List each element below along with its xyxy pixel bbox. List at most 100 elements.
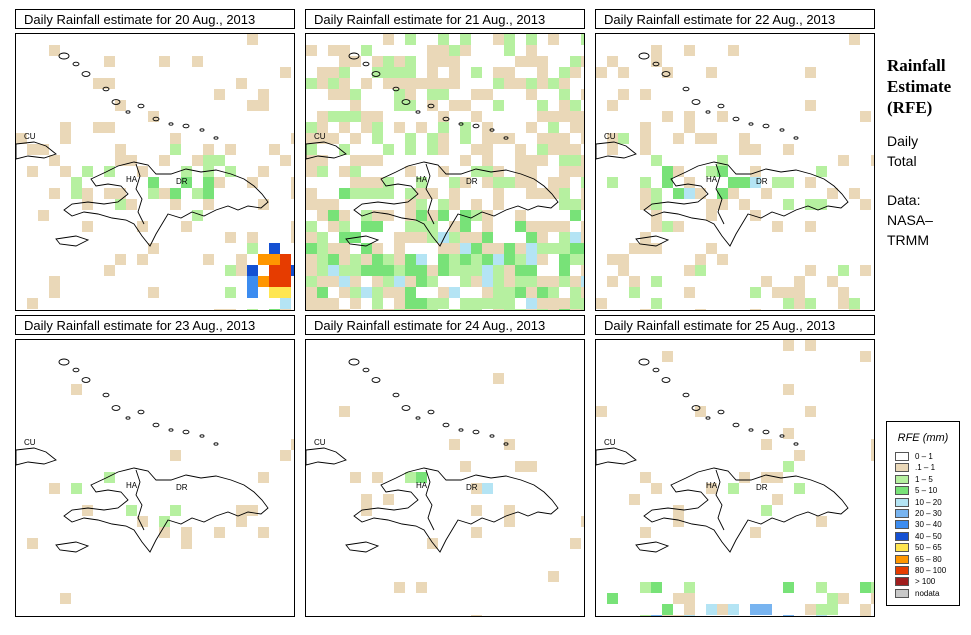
rainfall-cell: [104, 472, 115, 483]
rainfall-cell: [662, 604, 673, 615]
rainfall-cell: [361, 254, 372, 265]
rainfall-cell: [438, 232, 449, 243]
rainfall-cell: [581, 133, 584, 144]
rainfall-cell: [405, 199, 416, 210]
rainfall-cell: [361, 210, 372, 221]
rainfall-cell: [449, 177, 460, 188]
rainfall-cell: [361, 45, 372, 56]
rainfall-cell: [805, 298, 816, 309]
rainfall-cell: [471, 254, 482, 265]
rainfall-cell: [416, 582, 427, 593]
haiti-dr-border: [425, 469, 435, 531]
rainfall-cell: [570, 232, 581, 243]
bahamas-island: [72, 367, 80, 373]
rainfall-cell: [684, 177, 695, 188]
rainfall-cell: [537, 100, 548, 111]
bahamas-island: [638, 52, 650, 60]
rainfall-cell: [559, 67, 570, 78]
rainfall-cell: [350, 155, 361, 166]
cuba-coast: [16, 141, 57, 160]
rainfall-cell: [104, 56, 115, 67]
rainfall-cell: [449, 188, 460, 199]
rainfall-cell: [82, 188, 93, 199]
rainfall-cell: [706, 67, 717, 78]
rainfall-cell: [460, 133, 471, 144]
rainfall-cell: [460, 461, 471, 472]
coastlines: [596, 358, 849, 553]
rainfall-cell: [247, 177, 258, 188]
rainfall-cell: [383, 287, 394, 298]
haiti-dr-border: [715, 469, 725, 531]
rainfall-cell: [361, 265, 372, 276]
rainfall-grid: [596, 34, 874, 310]
bahamas-island: [717, 103, 725, 109]
rainfall-cell: [427, 232, 438, 243]
rainfall-cell: [405, 232, 416, 243]
rainfall-cell: [181, 166, 192, 177]
rainfall-cell: [750, 166, 761, 177]
hispaniola-coast: [643, 161, 849, 247]
rainfall-cell: [427, 276, 438, 287]
rainfall-cell: [783, 287, 794, 298]
legend-swatch: [895, 554, 909, 564]
rainfall-cell: [805, 406, 816, 417]
rainfall-cell: [394, 78, 405, 89]
rainfall-cell: [526, 122, 537, 133]
rainfall-cell: [328, 67, 339, 78]
rainfall-cell: [515, 309, 526, 310]
rainfall-cell: [159, 527, 170, 538]
rainfall-cell: [526, 243, 537, 254]
rainfall-cell: [181, 538, 192, 549]
rainfall-cell: [159, 516, 170, 527]
rainfall-cell: [394, 122, 405, 133]
rainfall-cell: [618, 133, 629, 144]
rainfall-cell: [662, 67, 673, 78]
rainfall-cell: [515, 144, 526, 155]
rainfall-cell: [449, 254, 460, 265]
rainfall-cell: [849, 298, 860, 309]
rainfall-cell: [871, 439, 874, 450]
rainfall-cell: [350, 254, 361, 265]
rainfall-cell: [827, 188, 838, 199]
rainfall-cell: [258, 199, 269, 210]
rainfall-cell: [548, 276, 559, 287]
rainfall-cell: [537, 232, 548, 243]
rainfall-cell: [640, 89, 651, 100]
rainfall-cell: [651, 276, 662, 287]
country-label-dominican-republic: DR: [756, 177, 768, 186]
legend-label: 65 – 80: [915, 554, 942, 564]
rainfall-cell: [493, 265, 504, 276]
rainfall-cell: [27, 538, 38, 549]
rainfall-cell: [581, 243, 584, 254]
rainfall-cell: [460, 254, 471, 265]
jamaica-coast: [345, 235, 380, 247]
rainfall-cell: [427, 133, 438, 144]
rainfall-cell: [504, 45, 515, 56]
bahamas-island: [489, 434, 495, 438]
rainfall-cell: [871, 155, 874, 166]
map-canvas: CU HA DR: [306, 358, 584, 616]
rainfall-cell: [16, 133, 27, 144]
cuba-coast: [306, 141, 347, 160]
rainfall-cell: [651, 483, 662, 494]
rainfall-cell: [93, 122, 104, 133]
rainfall-cell: [504, 439, 515, 450]
rainfall-cell: [225, 287, 236, 298]
rainfall-cell: [761, 188, 772, 199]
rainfall-cell: [504, 265, 515, 276]
rainfall-cell: [471, 527, 482, 538]
rainfall-cell: [559, 243, 570, 254]
jamaica-coast: [635, 235, 670, 247]
rainfall-cell: [449, 199, 460, 210]
rainfall-cell: [482, 254, 493, 265]
rainfall-cell: [783, 428, 794, 439]
rainfall-cell: [504, 505, 515, 516]
rainfall-cell: [350, 472, 361, 483]
rainfall-cell: [82, 221, 93, 232]
rainfall-cell: [339, 276, 350, 287]
bahamas-island: [182, 429, 190, 435]
rainfall-cell: [317, 309, 328, 310]
rainfall-cell: [38, 210, 49, 221]
panel-title: Daily Rainfall estimate for 25 Aug., 201…: [595, 315, 875, 335]
